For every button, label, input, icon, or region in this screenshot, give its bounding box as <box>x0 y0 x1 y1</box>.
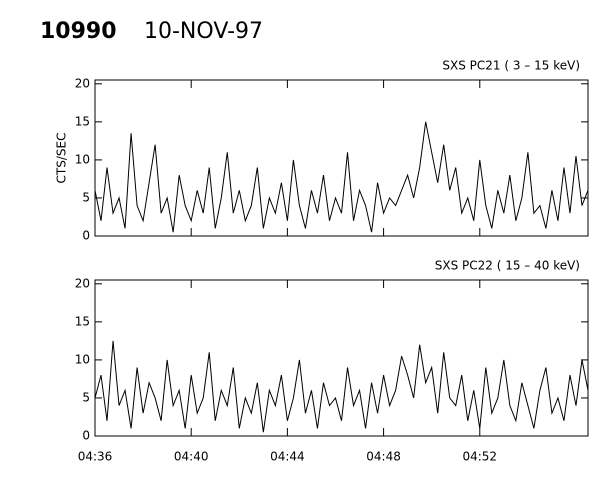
x-tick-label: 04:52 <box>462 450 497 464</box>
x-tick-label: 04:40 <box>174 450 209 464</box>
y-tick-label: 15 <box>75 114 90 128</box>
observation-date: 10-NOV-97 <box>144 19 263 44</box>
y-tick-label: 20 <box>75 76 90 90</box>
y-tick-label: 5 <box>82 190 90 204</box>
y-tick-label: 10 <box>75 152 90 166</box>
plot-frame <box>94 279 589 437</box>
y-tick-label: 0 <box>82 429 90 443</box>
data-line <box>94 121 589 233</box>
y-tick-label: 15 <box>75 314 90 328</box>
observation-id: 10990 <box>40 19 117 44</box>
plot-frame <box>94 79 589 237</box>
y-axis-label: CTS/SEC <box>55 133 69 184</box>
data-line <box>94 340 589 433</box>
y-tick-label: 0 <box>82 229 90 243</box>
x-tick-label: 04:44 <box>270 450 305 464</box>
y-tick-label: 10 <box>75 352 90 366</box>
y-tick-label: 20 <box>75 276 90 290</box>
y-tick-label: 5 <box>82 390 90 404</box>
x-tick-label: 04:36 <box>78 450 113 464</box>
x-tick-label: 04:48 <box>366 450 401 464</box>
panel-title: SXS PC21 ( 3 – 15 keV) <box>442 59 580 73</box>
panel-title: SXS PC22 ( 15 – 40 keV) <box>435 259 580 273</box>
